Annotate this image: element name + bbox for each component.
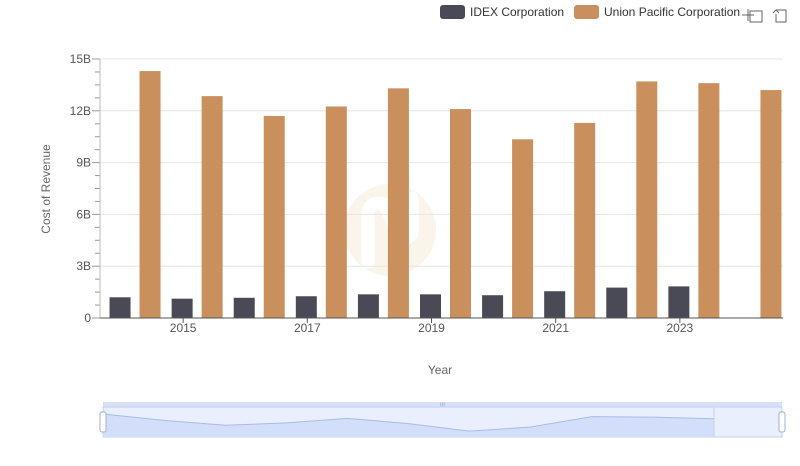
x-tick-label: 2021 — [542, 321, 569, 335]
legend-label-idex: IDEX Corporation — [470, 5, 564, 19]
legend-label-union-pacific: Union Pacific Corporation — [604, 5, 740, 19]
bars — [109, 71, 782, 319]
bar-idex[interactable] — [109, 297, 131, 318]
legend-swatch-idex — [440, 5, 465, 19]
y-tick-label: 9B — [76, 156, 91, 170]
zoom-handle-right[interactable] — [778, 411, 786, 433]
bar-idex[interactable] — [482, 295, 504, 318]
y-tick-label: 0 — [84, 311, 91, 325]
legend-item-union-pacific[interactable]: Union Pacific Corporation — [574, 5, 740, 19]
bar-union-pacific[interactable] — [139, 71, 161, 318]
bar-union-pacific[interactable] — [201, 96, 223, 318]
legend-swatch-union-pacific — [574, 5, 599, 19]
bar-idex[interactable] — [544, 291, 566, 318]
bar-union-pacific[interactable] — [636, 81, 658, 319]
data-zoom-slider[interactable]: III — [99, 402, 786, 438]
zoom-top-bar[interactable] — [103, 402, 782, 408]
bar-idex[interactable] — [233, 297, 255, 318]
legend-item-idex[interactable]: IDEX Corporation — [440, 5, 564, 19]
y-tick-label: 3B — [76, 259, 91, 273]
y-tick-label: 12B — [70, 104, 91, 118]
bar-union-pacific[interactable] — [387, 88, 409, 318]
reset-zoom-icon[interactable] — [772, 9, 787, 23]
bar-union-pacific[interactable] — [698, 83, 720, 318]
zoom-handle-left[interactable] — [99, 411, 107, 433]
bar-idex[interactable] — [606, 287, 628, 318]
bar-union-pacific[interactable] — [263, 115, 285, 318]
bar-idex[interactable] — [171, 298, 193, 318]
x-tick-label: 2023 — [667, 321, 694, 335]
bar-idex[interactable] — [668, 286, 690, 318]
bar-idex[interactable] — [295, 296, 317, 318]
x-tick-label: 2019 — [418, 321, 445, 335]
bar-union-pacific[interactable] — [574, 122, 596, 319]
zoom-preview-area — [103, 414, 714, 437]
bar-union-pacific[interactable] — [325, 106, 347, 318]
bar-union-pacific[interactable] — [512, 139, 534, 318]
y-axis-title: Cost of Revenue — [39, 144, 53, 234]
x-axis-title: Year — [428, 363, 452, 377]
bar-idex[interactable] — [357, 294, 379, 318]
y-tick-label: 6B — [76, 207, 91, 221]
bar-union-pacific[interactable] — [450, 109, 471, 318]
x-tick-label: 2015 — [170, 321, 197, 335]
zoom-grip-icon[interactable]: III — [440, 403, 445, 409]
bar-idex[interactable] — [420, 294, 441, 318]
y-tick-label: 15B — [70, 52, 91, 66]
axes: 0 3B 6B 9B 12B 15B 2015 2017 2019 2021 2023 — [70, 52, 783, 335]
legend: IDEX Corporation Union Pacific Corporati… — [440, 5, 740, 19]
bar-union-pacific[interactable] — [760, 90, 782, 318]
x-tick-label: 2017 — [294, 321, 321, 335]
zoom-preview-line — [102, 413, 715, 432]
zoom-select-icon[interactable] — [742, 9, 763, 23]
